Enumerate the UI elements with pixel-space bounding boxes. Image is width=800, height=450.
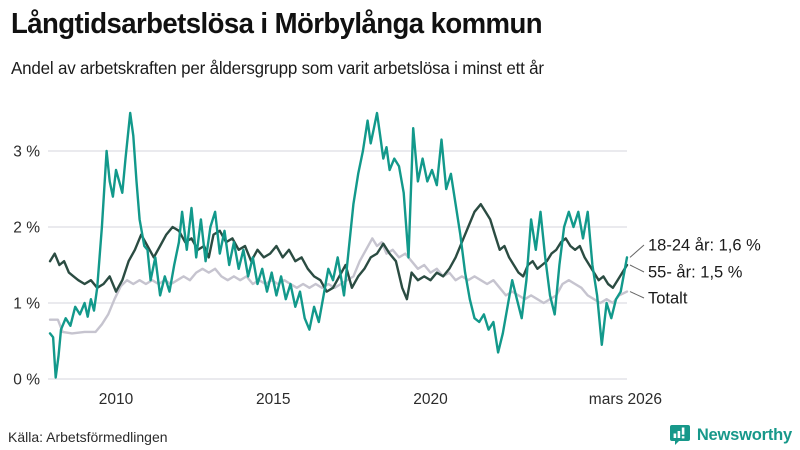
x-tick-label: mars 2026 — [589, 391, 662, 408]
source-note: Källa: Arbetsförmedlingen — [8, 429, 168, 445]
annotation-connector — [629, 244, 645, 258]
x-tick-label: 2020 — [413, 391, 448, 408]
series-end-label-teal: 18-24 år: 1,6 % — [648, 237, 761, 255]
y-tick-label: 1 % — [13, 296, 40, 313]
series-end-label-gray: Totalt — [648, 290, 688, 308]
annotation-connector — [629, 264, 645, 273]
newsworthy-wordmark: Newsworthy — [696, 425, 792, 444]
series-line-18-24-r — [48, 111, 629, 379]
newsworthy-bar-chart-icon — [669, 425, 690, 445]
newsworthy-logo: Newsworthy — [669, 424, 792, 446]
y-tick-label: 2 % — [13, 220, 40, 237]
series-line-totalt — [48, 237, 629, 335]
page-title: Långtidsarbetslösa i Mörbylånga kommun — [11, 8, 543, 40]
x-tick-label: 2015 — [256, 391, 290, 408]
chart-svg: 3 % 2 % 1 % 0 % 2010 2015 2020 mars 2026 Totalt 5… — [13, 111, 761, 408]
y-tick-label: 3 % — [13, 144, 40, 161]
series-end-label-dark: 55- år: 1,5 % — [648, 264, 743, 282]
annotation-connector — [629, 291, 645, 299]
page-subtitle: Andel av arbetskraften per åldersgrupp s… — [11, 58, 544, 78]
x-tick-label: 2010 — [99, 391, 134, 408]
y-tick-label: 0 % — [13, 372, 40, 389]
